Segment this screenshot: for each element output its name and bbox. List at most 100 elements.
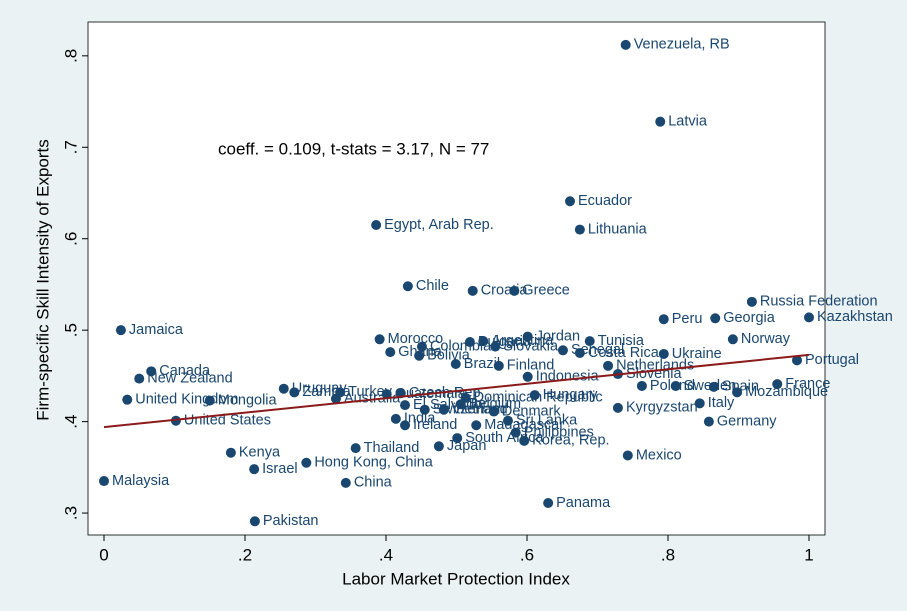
point-label: Costa Rica: [588, 345, 660, 361]
point-label: Ecuador: [578, 193, 632, 209]
point: [708, 381, 719, 392]
point-label: Greece: [522, 283, 570, 299]
point-label: Egypt, Arab Rep.: [384, 217, 494, 233]
y-tick-label: .8: [61, 49, 80, 63]
point: [565, 196, 576, 207]
annotation: coeff. = 0.109, t-stats = 3.17, N = 77: [218, 139, 489, 158]
point-label: China: [354, 475, 393, 491]
point-label: Belgium: [469, 396, 521, 412]
point-label: Panama: [556, 495, 611, 511]
point-label: Jordan: [536, 328, 580, 344]
point: [522, 371, 533, 382]
point-label: Pakistan: [263, 513, 319, 529]
point-label: El Salvador: [413, 397, 487, 413]
point-label: Germany: [717, 413, 777, 429]
point: [455, 399, 466, 410]
point: [249, 516, 260, 527]
point-label: Kenya: [239, 445, 281, 461]
point: [732, 387, 743, 398]
point: [374, 334, 385, 345]
y-tick-label: .5: [61, 323, 80, 337]
point-label: Morocco: [388, 331, 444, 347]
point: [703, 416, 714, 427]
point-label: New Zealand: [147, 370, 232, 386]
y-tick-label: .4: [61, 415, 80, 429]
point: [400, 420, 411, 431]
point-label: Mexico: [636, 447, 682, 463]
point-label: Chile: [416, 278, 449, 294]
point-label: Uruguay: [292, 381, 348, 397]
point: [402, 281, 413, 292]
point-label: Ireland: [413, 417, 457, 433]
point: [390, 413, 401, 424]
point-label: Turkey: [348, 384, 393, 400]
point-label: Mongolia: [218, 392, 278, 408]
point-label: Lithuania: [588, 221, 648, 237]
point-label: India: [404, 411, 436, 427]
point-label: Hungary: [543, 387, 599, 403]
point: [529, 390, 540, 401]
point-label: Korea, Rep.: [532, 433, 609, 449]
point: [488, 406, 499, 417]
point: [438, 404, 449, 415]
point-label: Italy: [708, 395, 735, 411]
x-tick-label: .4: [379, 545, 393, 564]
point: [746, 296, 757, 307]
point: [278, 383, 289, 394]
point-label: Norway: [741, 331, 791, 347]
point-label: Ukraine: [672, 346, 722, 362]
point-label: Madagascar: [484, 417, 564, 433]
point: [478, 336, 489, 347]
point-label: Kazakhstan: [817, 309, 893, 325]
point: [622, 450, 633, 461]
point: [658, 348, 669, 359]
point: [471, 420, 482, 431]
x-tick-label: .2: [238, 545, 252, 564]
point-label: Latvia: [668, 114, 708, 130]
point: [493, 360, 504, 371]
point-label: Vietnam: [452, 402, 505, 418]
point-label: Spain: [722, 379, 759, 395]
point-label: Netherlands: [616, 358, 694, 374]
point-label: Dominican Republic: [474, 390, 603, 406]
point: [710, 313, 721, 324]
point-label: Russia Federation: [760, 294, 878, 310]
point: [502, 415, 513, 426]
point-label: France: [785, 376, 830, 392]
point-label: Tunisia: [598, 333, 645, 349]
point: [636, 380, 647, 391]
point: [694, 398, 705, 409]
point: [122, 394, 133, 405]
point-label: Peru: [672, 311, 703, 327]
point: [727, 334, 738, 345]
x-tick-label: .6: [520, 545, 534, 564]
point: [658, 314, 669, 325]
point-label: Canada: [159, 363, 211, 379]
point: [381, 389, 392, 400]
point: [134, 373, 145, 384]
point: [584, 336, 595, 347]
point: [204, 395, 215, 406]
point: [450, 359, 461, 369]
point-label: Hong Kong, China: [314, 455, 433, 471]
plot-area: [87, 21, 826, 536]
point: [655, 116, 666, 127]
point-label: Malaysia: [112, 473, 170, 489]
point-label: Georgia: [723, 310, 776, 326]
point: [289, 387, 300, 398]
point: [301, 457, 312, 468]
point: [419, 404, 430, 415]
point-label: Brazil: [464, 356, 500, 372]
point: [490, 341, 501, 352]
point: [603, 360, 614, 371]
point: [519, 435, 530, 446]
y-tick-label: .3: [61, 506, 80, 520]
point: [371, 220, 382, 231]
point: [543, 497, 554, 508]
point-label: Colombia: [430, 338, 492, 354]
y-axis-title: Firm-specific Skill Intensity of Exports: [33, 139, 52, 421]
y-tick-label: .6: [61, 232, 80, 246]
point-label: Portugal: [805, 352, 859, 368]
point-label: Bolivia: [427, 348, 471, 364]
